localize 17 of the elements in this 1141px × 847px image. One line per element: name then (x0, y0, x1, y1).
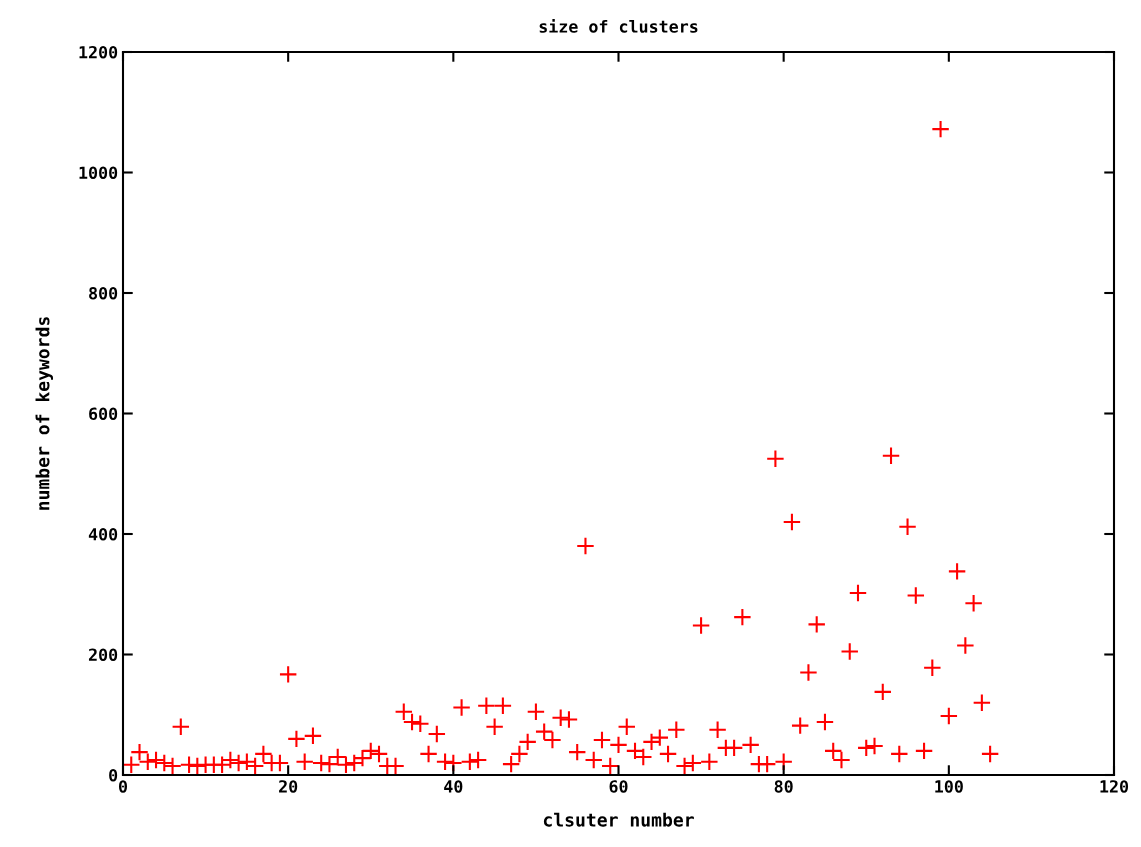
x-tick-label: 100 (935, 780, 963, 793)
y-tick-label: 200 (88, 648, 118, 662)
y-tick-label: 800 (89, 286, 118, 300)
x-axis-title: clsuter number (543, 812, 694, 827)
y-tick-label: 600 (89, 407, 118, 421)
chart-title: size of clusters (539, 19, 698, 33)
x-tick-label: 40 (444, 780, 463, 793)
y-axis-title: number of keywords (35, 317, 53, 510)
x-tick-label: 20 (279, 780, 298, 793)
x-tick-label: 0 (118, 780, 128, 793)
y-tick-label: 1200 (79, 45, 118, 59)
y-tick-label: 400 (88, 527, 118, 541)
y-tick-label: 0 (109, 768, 118, 782)
y-tick-label: 1000 (79, 166, 118, 180)
x-tick-label: 120 (1100, 780, 1129, 793)
x-tick-label: 60 (609, 780, 628, 793)
x-tick-label: 80 (774, 780, 793, 793)
